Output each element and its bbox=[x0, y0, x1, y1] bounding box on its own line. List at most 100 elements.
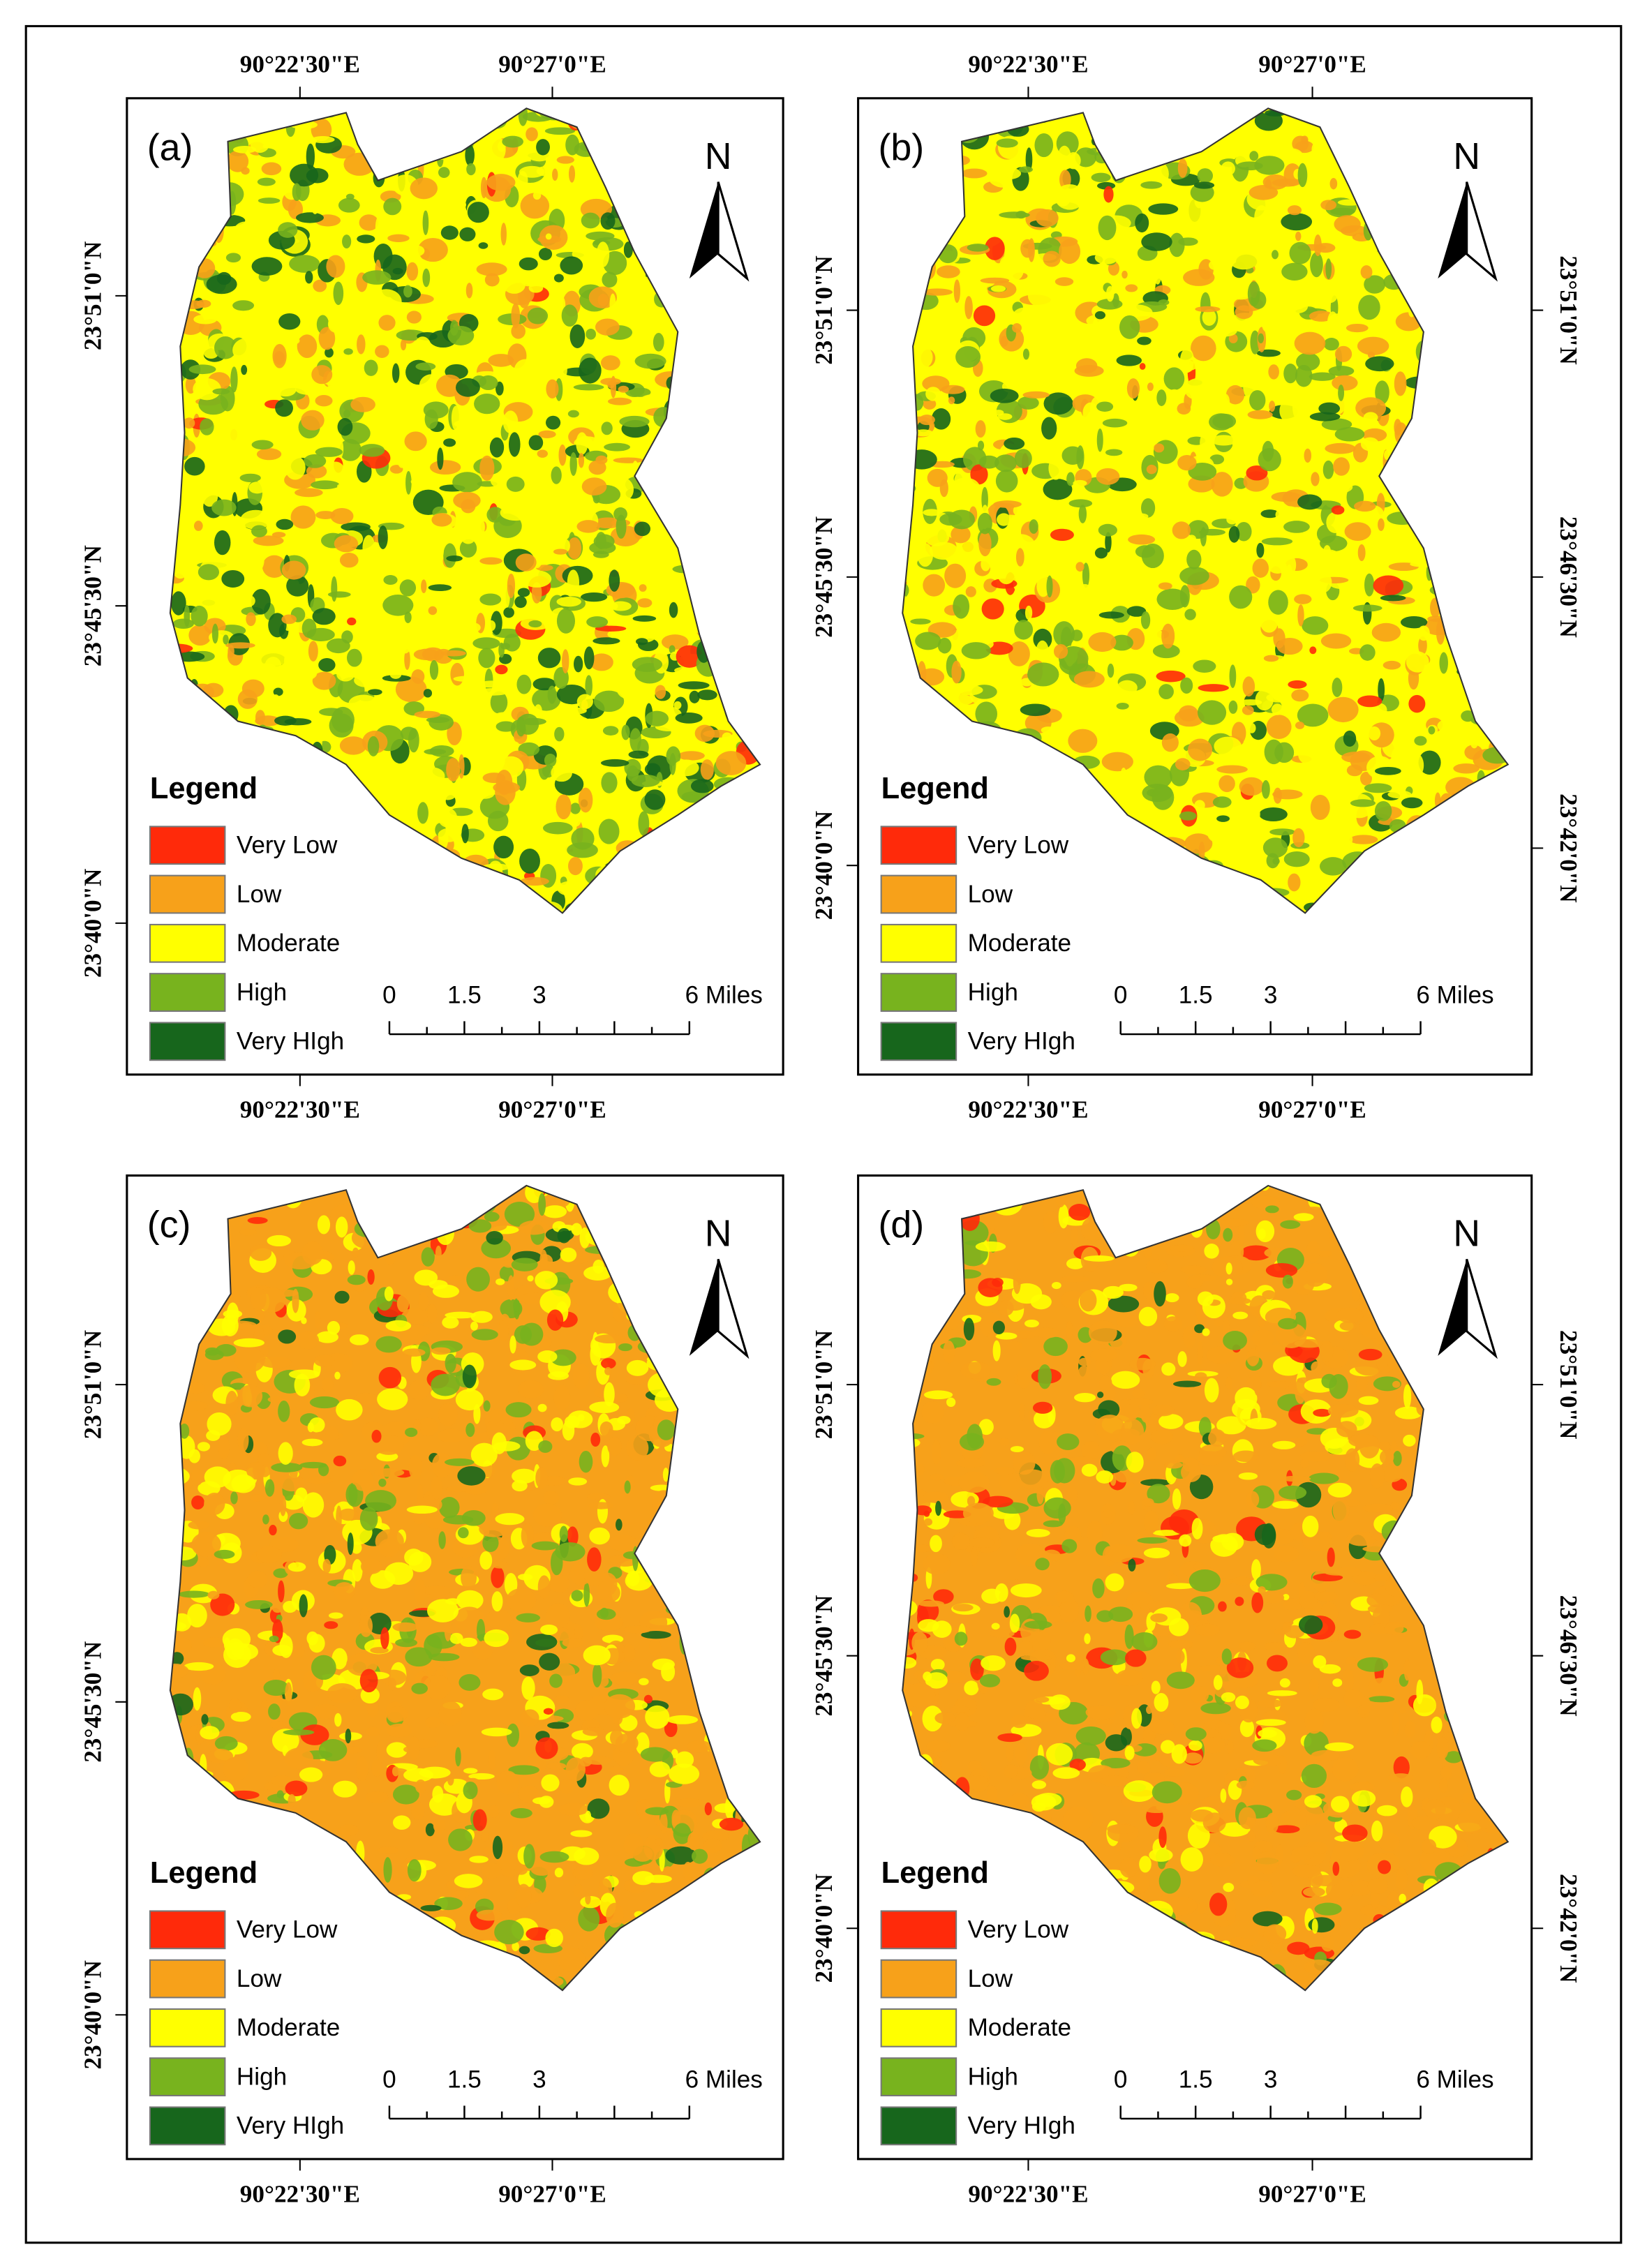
map-patch bbox=[527, 1275, 533, 1281]
map-patch bbox=[1198, 700, 1226, 724]
map-patch bbox=[695, 725, 715, 742]
panel-label: (b) bbox=[879, 126, 925, 168]
map-patch bbox=[491, 1591, 502, 1611]
legend-swatch bbox=[150, 876, 225, 913]
map-patch bbox=[554, 727, 564, 742]
map-patch bbox=[494, 1920, 524, 1944]
map-patch bbox=[518, 1380, 544, 1398]
map-patch bbox=[334, 535, 358, 552]
scale-label: 0 bbox=[382, 2066, 396, 2094]
map-patch bbox=[634, 521, 650, 536]
map-patch bbox=[930, 542, 958, 560]
map-patch bbox=[1020, 703, 1051, 716]
map-patch bbox=[260, 618, 265, 624]
map-patch bbox=[1194, 181, 1214, 188]
map-patch bbox=[535, 1271, 558, 1290]
map-patch bbox=[378, 1539, 398, 1557]
map-patch bbox=[1191, 336, 1216, 361]
map-patch bbox=[278, 313, 300, 330]
map-patch bbox=[207, 1591, 219, 1599]
map-patch bbox=[1333, 457, 1350, 475]
legend-label: Very HIgh bbox=[237, 2112, 344, 2140]
map-patch bbox=[1249, 185, 1279, 200]
map-patch bbox=[543, 1205, 567, 1218]
map-patch bbox=[978, 531, 991, 556]
map-patch bbox=[461, 1565, 477, 1589]
map-patch bbox=[1258, 136, 1273, 159]
map-patch bbox=[1120, 768, 1126, 784]
map-patch bbox=[1213, 796, 1232, 807]
legend-swatch bbox=[881, 1022, 956, 1060]
map-patch bbox=[267, 1235, 291, 1246]
map-patch bbox=[262, 162, 282, 175]
map-patch bbox=[204, 1493, 225, 1515]
map-patch bbox=[449, 1275, 461, 1281]
map-patch bbox=[179, 485, 209, 501]
map-patch bbox=[278, 1442, 293, 1465]
map-patch bbox=[1437, 719, 1463, 733]
map-patch bbox=[302, 1241, 324, 1264]
map-patch bbox=[371, 1430, 381, 1443]
map-patch bbox=[1375, 801, 1392, 821]
map-patch bbox=[240, 474, 261, 482]
map-patch bbox=[921, 1401, 944, 1424]
map-patch bbox=[1054, 644, 1068, 659]
map-patch bbox=[193, 1687, 202, 1711]
map-patch bbox=[577, 188, 600, 200]
map-patch bbox=[315, 395, 332, 406]
legend-swatch bbox=[150, 973, 225, 1011]
map-patch bbox=[1082, 1464, 1098, 1477]
map-patch bbox=[646, 711, 669, 726]
map-patch bbox=[251, 1494, 264, 1501]
map-patch bbox=[518, 1574, 532, 1580]
map-patch bbox=[463, 581, 486, 597]
map-patch bbox=[270, 1721, 288, 1729]
map-patch bbox=[558, 1803, 589, 1816]
map-patch bbox=[543, 822, 573, 835]
map-patch bbox=[390, 670, 402, 679]
map-patch bbox=[414, 1579, 426, 1602]
map-patch bbox=[301, 410, 324, 431]
map-patch bbox=[554, 274, 564, 282]
map-patch bbox=[691, 779, 714, 793]
map-patch bbox=[1294, 594, 1311, 604]
map-patch bbox=[1328, 1483, 1352, 1498]
map-patch bbox=[229, 1698, 241, 1713]
map-patch bbox=[478, 688, 509, 696]
map-patch bbox=[388, 1706, 408, 1722]
map-patch bbox=[585, 675, 593, 696]
map-patch bbox=[1096, 401, 1113, 411]
map-patch bbox=[520, 1323, 543, 1346]
map-patch bbox=[644, 789, 665, 810]
map-patch bbox=[1262, 441, 1274, 462]
map-patch bbox=[1140, 1402, 1150, 1422]
map-patch bbox=[1322, 481, 1352, 494]
map-patch bbox=[362, 535, 375, 561]
map-patch bbox=[308, 1634, 325, 1652]
map-patch bbox=[462, 1510, 486, 1526]
map-patch bbox=[1041, 726, 1056, 733]
legend-label: Low bbox=[968, 881, 1013, 908]
map-patch bbox=[338, 198, 360, 213]
map-patch bbox=[1073, 480, 1087, 486]
map-patch bbox=[368, 761, 387, 772]
map-patch bbox=[1373, 575, 1403, 595]
map-patch bbox=[1408, 695, 1425, 713]
map-patch bbox=[447, 326, 474, 345]
map-patch bbox=[549, 1575, 569, 1592]
map-patch bbox=[1311, 216, 1328, 227]
map-patch bbox=[405, 471, 412, 495]
map-patch bbox=[978, 440, 984, 450]
map-patch bbox=[532, 1542, 559, 1551]
map-patch bbox=[334, 1713, 341, 1727]
map-patch bbox=[1325, 258, 1332, 279]
map-patch bbox=[1140, 181, 1162, 189]
map-patch bbox=[299, 1594, 308, 1617]
map-patch bbox=[1079, 505, 1087, 523]
map-patch bbox=[1175, 758, 1191, 770]
map-patch bbox=[1285, 332, 1294, 357]
map-patch bbox=[966, 586, 976, 597]
map-patch bbox=[703, 1838, 722, 1852]
